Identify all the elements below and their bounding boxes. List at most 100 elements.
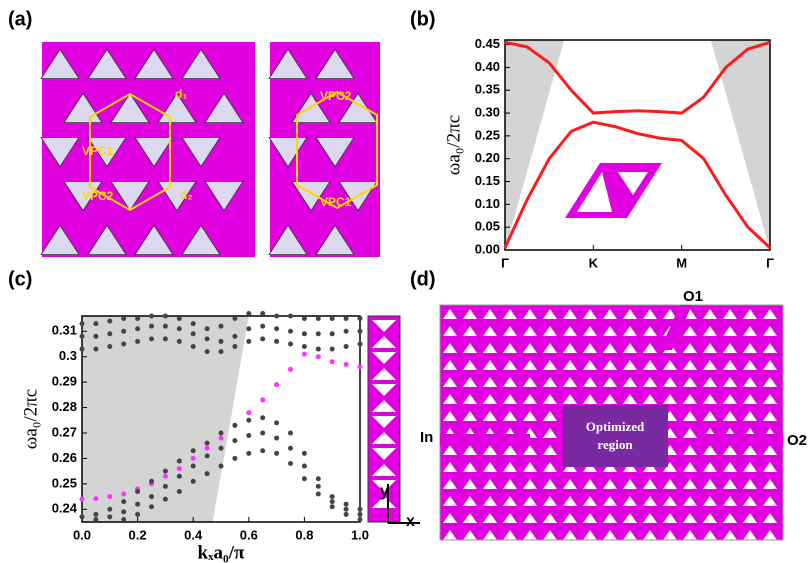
- axis-letter: y: [380, 483, 389, 500]
- band-point: [316, 492, 321, 497]
- band-point: [260, 430, 265, 435]
- x-tick-label: M: [676, 255, 687, 270]
- y-tick-label: 0.3: [59, 348, 77, 363]
- band-point: [219, 446, 224, 451]
- cell-label: VPC1: [82, 144, 114, 158]
- y-tick-label: 0.40: [475, 59, 500, 74]
- band-point: [121, 509, 126, 514]
- band-point: [358, 517, 363, 522]
- band-point: [246, 410, 251, 415]
- band-point: [274, 420, 279, 425]
- band-point: [107, 507, 112, 512]
- band-point: [107, 494, 112, 499]
- band-point: [191, 456, 196, 461]
- band-point: [135, 489, 140, 494]
- panel-label: (a): [8, 8, 32, 30]
- x-tick-label: 0.4: [184, 527, 203, 542]
- band-point: [274, 326, 279, 331]
- band-point: [93, 347, 98, 352]
- waveguide: [700, 434, 783, 446]
- x-tick-label: K: [589, 255, 599, 270]
- band-point: [260, 324, 265, 329]
- band-point: [219, 464, 224, 469]
- band-point: [121, 517, 126, 522]
- band-point: [344, 329, 349, 334]
- band-point: [344, 512, 349, 517]
- band-point: [330, 316, 335, 321]
- band-point: [121, 341, 126, 346]
- band-point: [260, 415, 265, 420]
- band-point: [232, 456, 237, 461]
- band-point: [191, 464, 196, 469]
- band-point: [344, 362, 349, 367]
- cell-label: d₂: [180, 188, 193, 202]
- band-point: [274, 339, 279, 344]
- band-point: [232, 423, 237, 428]
- band-point: [135, 316, 140, 321]
- band-point: [163, 469, 168, 474]
- band-point: [344, 316, 349, 321]
- band-point: [232, 316, 237, 321]
- y-tick-label: 0.26: [52, 450, 77, 465]
- x-tick-label: 0.8: [295, 527, 313, 542]
- band-point: [358, 341, 363, 346]
- port-label: O1: [683, 288, 703, 305]
- band-point: [330, 504, 335, 509]
- band-point: [205, 326, 210, 331]
- band-point: [149, 504, 154, 509]
- band-point: [191, 344, 196, 349]
- band-point: [246, 311, 251, 316]
- band-point: [288, 329, 293, 334]
- band-point: [163, 484, 168, 489]
- band-point: [232, 344, 237, 349]
- band-point: [80, 497, 85, 502]
- band-point: [135, 512, 140, 517]
- band-point: [316, 331, 321, 336]
- band-point: [93, 517, 98, 522]
- band-point: [177, 489, 182, 494]
- y-tick-label: 0.27: [52, 424, 77, 439]
- band-point: [135, 502, 140, 507]
- band-point: [219, 430, 224, 435]
- x-tick-label: 1.0: [351, 527, 369, 542]
- band-point: [93, 496, 98, 501]
- band-point: [219, 349, 224, 354]
- figure: (a) (b) (c) (d) VPC1d₁VPC2d₂VPC2VPC1 Opt…: [0, 0, 811, 563]
- band-point: [302, 316, 307, 321]
- y-tick-label: 0.35: [475, 82, 500, 97]
- band-point: [163, 324, 168, 329]
- x-tick-label: 0.0: [73, 527, 91, 542]
- band-point: [121, 492, 126, 497]
- band-point: [205, 446, 210, 451]
- band-point: [80, 347, 85, 352]
- cell-label: VPC2: [320, 89, 352, 103]
- band-point: [302, 331, 307, 336]
- y-tick-label: 0.10: [475, 196, 500, 211]
- band-point: [260, 311, 265, 316]
- y-tick-label: 0.28: [52, 399, 77, 414]
- band-point: [330, 331, 335, 336]
- band-point: [93, 321, 98, 326]
- y-tick-label: 0.25: [52, 475, 77, 490]
- band-point: [344, 502, 349, 507]
- y-axis-label: ωa₀/2πc: [443, 115, 464, 175]
- band-point: [246, 339, 251, 344]
- band-point: [344, 344, 349, 349]
- band-point: [219, 436, 224, 441]
- band-point: [246, 433, 251, 438]
- cell-label: d₁: [175, 87, 187, 101]
- band-point: [358, 316, 363, 321]
- band-point: [344, 507, 349, 512]
- panel-label: (c): [8, 268, 32, 290]
- band-point: [93, 512, 98, 517]
- y-axis-label: ωa₀/2πc: [20, 389, 41, 449]
- band-point: [135, 326, 140, 331]
- band-point: [107, 514, 112, 519]
- panel-label: (d): [410, 268, 436, 290]
- band-point: [205, 441, 210, 446]
- band-point: [274, 382, 279, 387]
- band-point: [302, 464, 307, 469]
- band-point: [80, 321, 85, 326]
- band-point: [121, 499, 126, 504]
